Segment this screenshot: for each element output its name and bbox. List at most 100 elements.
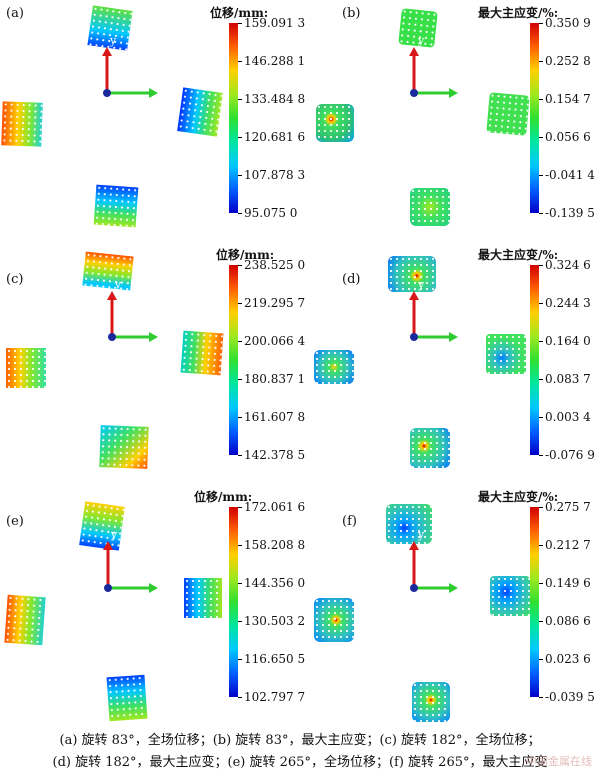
coordinate-axes: y — [103, 528, 158, 593]
coordinate-axes: y — [102, 34, 158, 98]
colorbar-tick-label: 172.061 6 — [244, 500, 306, 514]
colorbar-tick-mark — [539, 455, 543, 456]
colorbar-tick-mark — [539, 379, 543, 380]
y-axis-label: y — [417, 34, 425, 47]
colorbar-tick-mark — [238, 455, 242, 456]
colorbar-tick-label: -0.039 5 — [545, 690, 595, 704]
colorbar-tick-mark — [238, 213, 242, 214]
sample-right — [490, 576, 530, 616]
watermark: 中国金属在线 — [526, 755, 592, 768]
colorbar-tick-mark — [539, 213, 543, 214]
panel-label: (b) — [342, 6, 361, 21]
colorbar-tick-label: 0.244 3 — [545, 296, 591, 310]
colorbar-tick-label: 0.086 6 — [545, 614, 591, 628]
colorbar-tick-label: 142.378 5 — [244, 448, 306, 462]
y-axis-label: y — [417, 528, 425, 541]
colorbar-tick-label: 161.607 8 — [244, 410, 306, 424]
colorbar-tick-mark — [539, 175, 543, 176]
colorbar-tick-mark — [539, 659, 543, 660]
colorbar-tick-label: 219.295 7 — [244, 296, 306, 310]
sample-left — [314, 598, 354, 642]
colorbar — [530, 23, 539, 213]
colorbar-tick-label: 0.275 7 — [545, 500, 591, 514]
panel-label: (c) — [6, 272, 24, 287]
colorbar-tick-label: 0.083 7 — [545, 372, 591, 386]
sample-left — [6, 348, 46, 388]
colorbar-tick-mark — [539, 61, 543, 62]
colorbar-tick-mark — [539, 23, 543, 24]
colorbar-tick-label: 0.056 6 — [545, 130, 591, 144]
colorbar-tick-label: 102.797 7 — [244, 690, 306, 704]
colorbar-tick-mark — [539, 303, 543, 304]
colorbar-tick-mark — [238, 507, 242, 508]
colorbar-tick-label: 0.252 8 — [545, 54, 591, 68]
colorbar-tick-label: 144.356 0 — [244, 576, 306, 590]
y-axis-label: y — [114, 278, 122, 291]
coordinate-axes: y — [107, 278, 158, 342]
colorbar-tick-label: 0.154 7 — [545, 92, 591, 106]
colorbar-tick-mark — [539, 621, 543, 622]
colorbar-tick-label: 130.503 2 — [244, 614, 306, 628]
colorbar-title: 位移/mm: — [210, 6, 269, 20]
coordinate-axes: y — [409, 278, 458, 342]
colorbar — [229, 265, 238, 455]
y-axis-label: y — [417, 278, 425, 291]
sample-left — [314, 350, 354, 384]
colorbar-tick-mark — [238, 659, 242, 660]
y-axis-label: y — [110, 528, 118, 541]
colorbar-tick-mark — [238, 417, 242, 418]
colorbar-title: 最大主应变/%: — [478, 248, 559, 262]
colorbar-tick-mark — [238, 99, 242, 100]
panel-label: (a) — [6, 6, 24, 21]
colorbar-tick-mark — [539, 697, 543, 698]
sample-bottom — [410, 188, 450, 226]
colorbar-tick-mark — [238, 545, 242, 546]
colorbar-tick-label: 180.837 1 — [244, 372, 306, 386]
colorbar-tick-label: 120.681 6 — [244, 130, 306, 144]
colorbar-tick-label: -0.041 4 — [545, 168, 595, 182]
colorbar-title: 最大主应变/%: — [478, 490, 559, 504]
panel-c: (c) y 位移/mm: 238.525 0 219.295 7 200.066 4… — [0, 242, 305, 482]
colorbar-tick-label: 146.288 1 — [244, 54, 306, 68]
colorbar-tick-label: 107.878 3 — [244, 168, 306, 182]
colorbar-tick-label: 200.066 4 — [244, 334, 306, 348]
colorbar-tick-mark — [238, 137, 242, 138]
sample-right — [184, 578, 222, 618]
caption-line-2: (d) 旋转 182°，最大主应变；(e) 旋转 265°，全场位移；(f) 旋… — [52, 755, 548, 770]
colorbar — [229, 23, 238, 213]
colorbar-tick-mark — [238, 303, 242, 304]
colorbar-title: 位移/mm: — [194, 490, 253, 504]
colorbar-tick-mark — [539, 341, 543, 342]
colorbar-tick-label: 0.023 6 — [545, 652, 591, 666]
colorbar-tick-mark — [539, 137, 543, 138]
colorbar-tick-mark — [539, 545, 543, 546]
panel-a: (a) y 位移/mm: 159.091 3 146.288 1 133.484 8… — [0, 0, 305, 240]
colorbar-tick-mark — [539, 265, 543, 266]
colorbar-tick-mark — [539, 99, 543, 100]
colorbar-tick-mark — [238, 379, 242, 380]
panel-label: (f) — [342, 514, 357, 529]
sample-bottom — [412, 682, 450, 722]
caption-line-1: (a) 旋转 83°，全场位移；(b) 旋转 83°，最大主应变；(c) 旋转 … — [59, 733, 541, 748]
colorbar-tick-label: 0.149 6 — [545, 576, 591, 590]
panel-label: (e) — [6, 514, 24, 529]
sample-bottom — [410, 428, 450, 468]
colorbar-tick-mark — [238, 23, 242, 24]
colorbar-tick-mark — [238, 583, 242, 584]
colorbar-tick-label: 95.075 0 — [244, 206, 298, 220]
colorbar-tick-label: -0.076 9 — [545, 448, 595, 462]
colorbar-tick-label: 116.650 5 — [244, 652, 306, 666]
colorbar — [530, 507, 539, 697]
colorbar-title: 位移/mm: — [216, 248, 275, 262]
colorbar-tick-label: 0.324 6 — [545, 258, 591, 272]
colorbar-tick-mark — [238, 697, 242, 698]
colorbar-tick-mark — [539, 507, 543, 508]
coordinate-axes: y — [409, 528, 458, 593]
colorbar-tick-mark — [238, 621, 242, 622]
colorbar-tick-label: 0.164 0 — [545, 334, 591, 348]
colorbar-tick-mark — [539, 417, 543, 418]
sample-right — [486, 334, 526, 374]
colorbar — [530, 265, 539, 455]
panel-d: (d) y 最大主应变/%: 0.324 6 0.244 3 0.164 0 0.08… — [300, 242, 600, 482]
colorbar-tick-mark — [238, 341, 242, 342]
